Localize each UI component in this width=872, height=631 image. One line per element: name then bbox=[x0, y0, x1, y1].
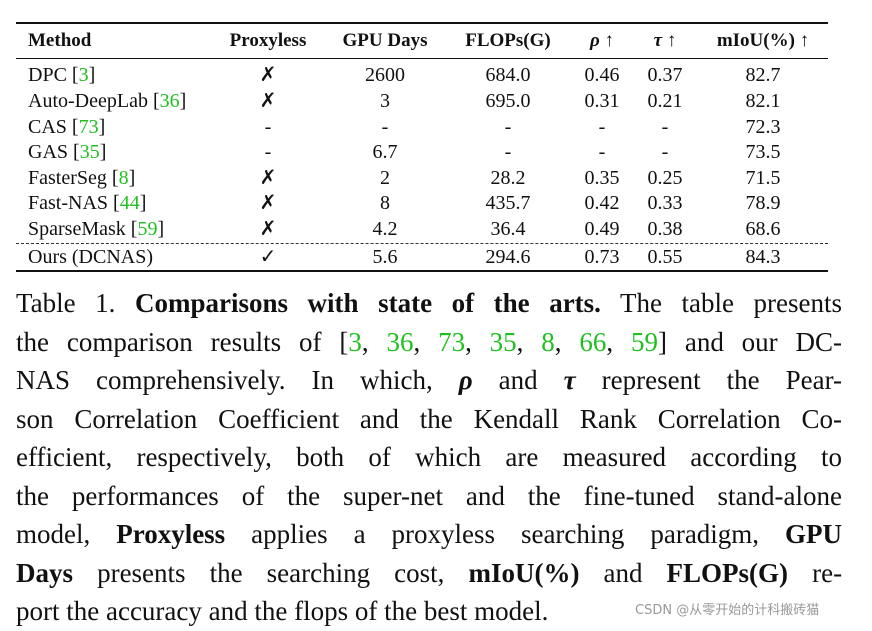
cell-tau: 0.55 bbox=[647, 246, 683, 268]
caption-title: Comparisons with state of the arts. bbox=[134, 288, 601, 318]
row-method: DPC [3] bbox=[28, 64, 96, 86]
header-tau: τ ↑ bbox=[653, 30, 677, 51]
cell-proxyless: - bbox=[264, 141, 272, 163]
citation-link[interactable]: 73 bbox=[78, 116, 99, 138]
header-rho: ρ ↑ bbox=[589, 30, 615, 51]
caption-line: Days presents the searching cost, mIoU(%… bbox=[16, 557, 843, 588]
table-bottom-rule bbox=[16, 270, 828, 272]
citation-link[interactable]: 36 bbox=[159, 90, 180, 112]
header-method: Method bbox=[28, 30, 92, 51]
header-proxyless: Proxyless bbox=[229, 30, 307, 51]
cell-rho: 0.46 bbox=[584, 64, 620, 86]
header-miou: mIoU(%) ↑ bbox=[716, 30, 810, 51]
cell-rho: 0.42 bbox=[584, 192, 620, 214]
proxyless-cross-icon: ✗ bbox=[259, 90, 277, 112]
cell-tau: 0.33 bbox=[647, 192, 683, 214]
cell-gpu-days: 6.7 bbox=[372, 141, 398, 163]
cell-miou: 73.5 bbox=[745, 141, 781, 163]
row-method: CAS [73] bbox=[28, 116, 106, 138]
cell-miou: 82.1 bbox=[745, 90, 781, 112]
cell-rho: 0.35 bbox=[584, 167, 620, 189]
citation-link[interactable]: 8 bbox=[541, 326, 555, 357]
citation-link[interactable]: 59 bbox=[137, 218, 158, 240]
cell-miou: 78.9 bbox=[745, 192, 781, 214]
cell-miou: 82.7 bbox=[745, 64, 781, 86]
cell-flops: 28.2 bbox=[490, 167, 526, 189]
cell-gpu-days: 5.6 bbox=[372, 246, 398, 268]
caption-line: the comparison results of [3, 36, 73, 35… bbox=[16, 326, 843, 357]
caption-line: model, Proxyless applies a proxyless sea… bbox=[16, 519, 843, 549]
header-flops: FLOPs(G) bbox=[465, 30, 551, 51]
cell-miou: 68.6 bbox=[745, 218, 781, 240]
cell-rho: 0.49 bbox=[584, 218, 620, 240]
cell-flops: 294.6 bbox=[485, 246, 531, 268]
cell-rho: - bbox=[598, 141, 606, 163]
cell-tau: 0.37 bbox=[647, 64, 683, 86]
citation-link[interactable]: 3 bbox=[78, 64, 89, 86]
proxyless-cross-icon: ✗ bbox=[259, 192, 277, 214]
caption-line: NAS comprehensively. In which, ρ and τ r… bbox=[16, 365, 843, 395]
table-header-rule bbox=[16, 58, 828, 59]
cell-rho: 0.73 bbox=[584, 246, 620, 268]
cell-miou: 72.3 bbox=[745, 116, 781, 138]
citation-link[interactable]: 35 bbox=[489, 326, 517, 357]
citation-link[interactable]: 44 bbox=[119, 192, 140, 214]
caption-line: port the accuracy and the flops of the b… bbox=[16, 596, 549, 626]
table-dashed-rule bbox=[16, 243, 828, 244]
citation-link[interactable]: 36 bbox=[386, 326, 414, 357]
cell-flops: - bbox=[504, 141, 512, 163]
cell-tau: 0.25 bbox=[647, 167, 683, 189]
caption-line: Table 1. Comparisons with state of the a… bbox=[16, 288, 843, 318]
cell-flops: 684.0 bbox=[485, 64, 531, 86]
cell-flops: - bbox=[504, 116, 512, 138]
cell-miou: 84.3 bbox=[745, 246, 781, 268]
citation-link[interactable]: 35 bbox=[79, 141, 100, 163]
table-top-rule bbox=[16, 22, 828, 24]
cell-tau: - bbox=[661, 141, 669, 163]
row-method: Ours (DCNAS) bbox=[28, 246, 153, 268]
caption-line: efficient, respectively, both of which a… bbox=[16, 442, 842, 472]
caption-line: son Correlation Coefficient and the Kend… bbox=[16, 403, 842, 434]
citation-link[interactable]: 8 bbox=[118, 167, 129, 189]
cell-gpu-days: 8 bbox=[380, 192, 390, 214]
cell-tau: 0.38 bbox=[647, 218, 683, 240]
cell-miou: 71.5 bbox=[745, 167, 781, 189]
citation-link[interactable]: 73 bbox=[438, 326, 466, 357]
cell-flops: 435.7 bbox=[485, 192, 531, 214]
cell-flops: 695.0 bbox=[485, 90, 531, 112]
cell-proxyless: - bbox=[264, 116, 272, 138]
row-method: Auto-DeepLab [36] bbox=[28, 90, 187, 112]
tau-symbol: τ bbox=[563, 365, 576, 395]
row-method: SparseMask [59] bbox=[28, 218, 165, 240]
proxyless-cross-icon: ✗ bbox=[259, 167, 277, 189]
table-caption: Table 1. Comparisons with state of the a… bbox=[16, 284, 842, 631]
cell-tau: - bbox=[661, 116, 669, 138]
cell-gpu-days: 2 bbox=[380, 167, 390, 189]
cell-gpu-days: 2600 bbox=[365, 64, 405, 86]
rho-symbol: ρ bbox=[458, 365, 473, 395]
cell-rho: 0.31 bbox=[584, 90, 620, 112]
row-method: Fast-NAS [44] bbox=[28, 192, 147, 214]
watermark: CSDN @从零开始的计科搬砖猫 bbox=[635, 603, 820, 618]
citation-link[interactable]: 3 bbox=[348, 326, 362, 357]
cell-gpu-days: 4.2 bbox=[372, 218, 398, 240]
proxyless-cross-icon: ✗ bbox=[259, 218, 277, 240]
proxyless-cross-icon: ✗ bbox=[259, 64, 277, 86]
cell-gpu-days: 3 bbox=[380, 90, 390, 112]
cell-flops: 36.4 bbox=[490, 218, 526, 240]
header-gpu-days: GPU Days bbox=[342, 30, 428, 51]
caption-line: the performances of the super-net and th… bbox=[16, 480, 842, 511]
cell-rho: - bbox=[598, 116, 606, 138]
citation-link[interactable]: 66 bbox=[579, 326, 607, 357]
citation-link[interactable]: 59 bbox=[631, 326, 658, 357]
row-method: FasterSeg [8] bbox=[28, 167, 136, 189]
cell-gpu-days: - bbox=[381, 116, 389, 138]
proxyless-check-icon: ✓ bbox=[259, 246, 277, 268]
row-method: GAS [35] bbox=[28, 141, 107, 163]
cell-tau: 0.21 bbox=[647, 90, 683, 112]
